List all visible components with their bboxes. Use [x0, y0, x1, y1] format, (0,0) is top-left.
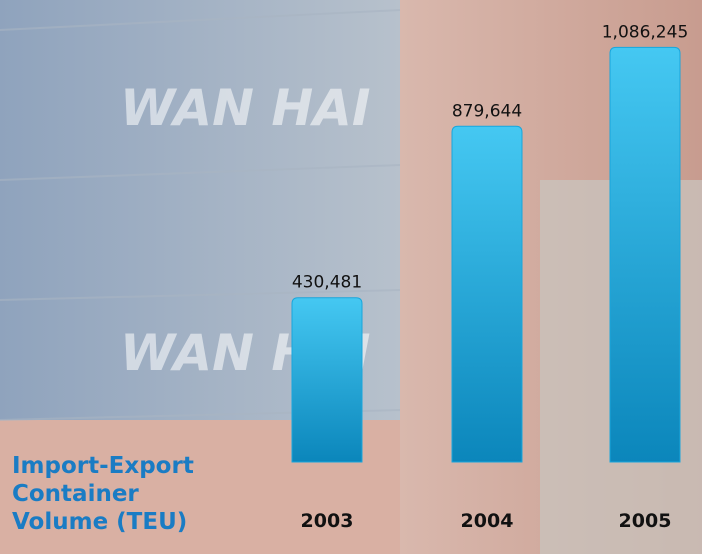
value-label: 879,644 — [452, 101, 522, 121]
value-label: 1,086,245 — [602, 22, 689, 42]
x-tick-label: 2003 — [301, 510, 354, 532]
value-label: 430,481 — [292, 273, 362, 293]
bar — [609, 46, 681, 463]
x-tick-label: 2005 — [619, 510, 672, 532]
bar — [291, 297, 363, 463]
x-tick-label: 2004 — [461, 510, 514, 532]
bar — [451, 125, 523, 463]
svg-text:WAN HAI: WAN HAI — [120, 79, 370, 137]
chart-title: Import-Export Container Volume (TEU) — [12, 453, 194, 535]
